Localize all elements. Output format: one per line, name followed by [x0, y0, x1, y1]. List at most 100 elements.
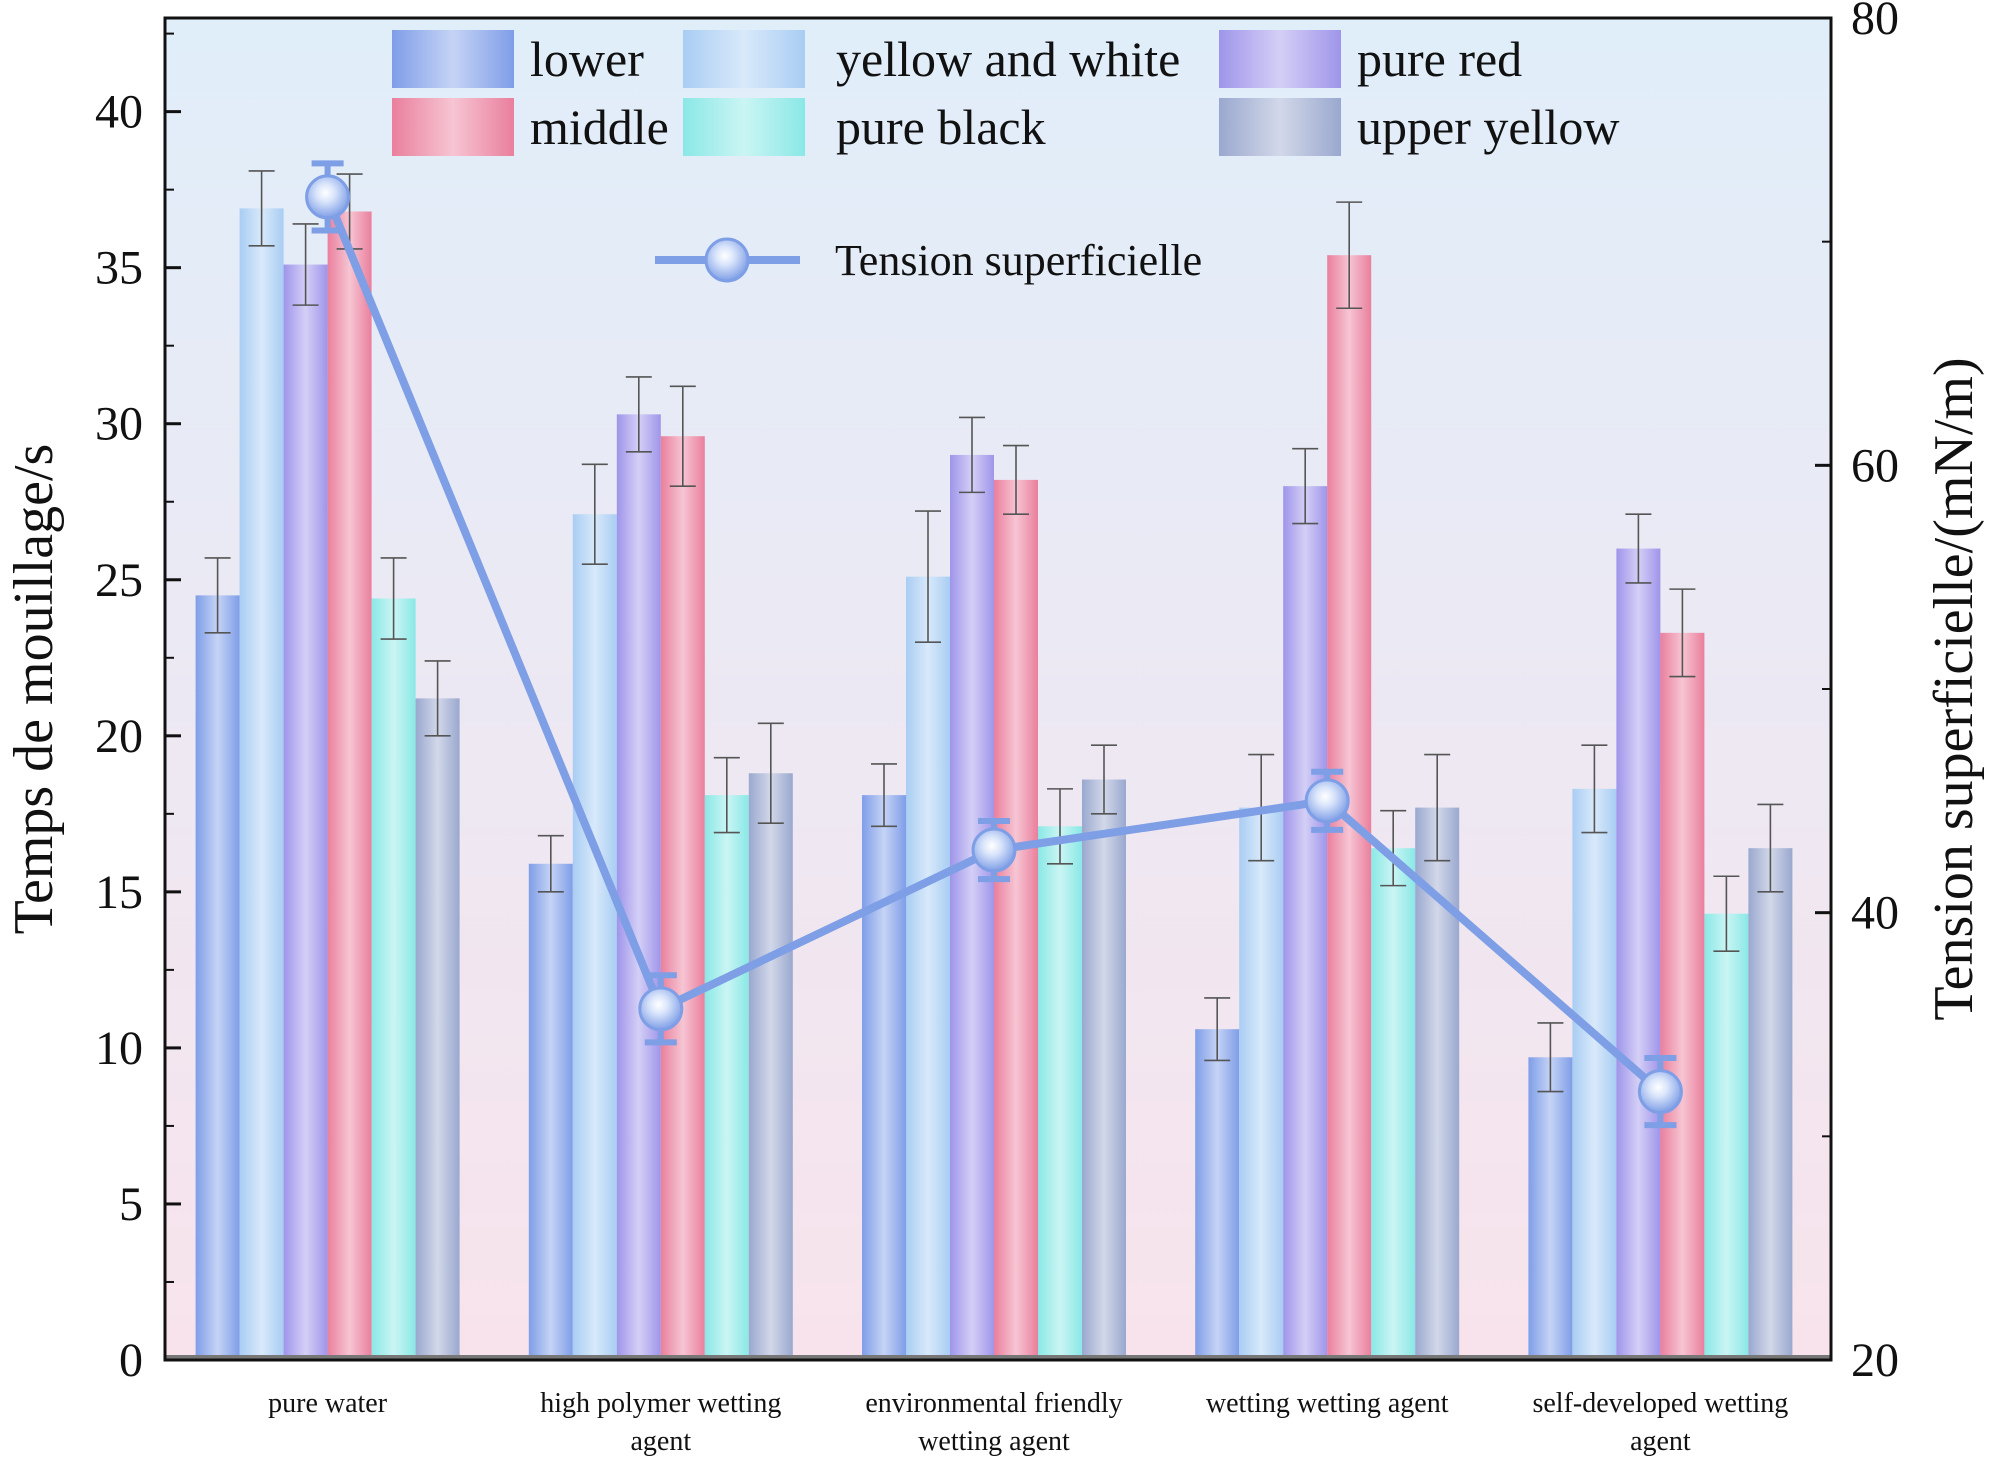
- bar-yellow-and-white-1: [572, 514, 617, 1360]
- bar-pure-black-2: [1038, 826, 1082, 1360]
- bar-pure-black-3: [1371, 848, 1416, 1360]
- tension-point-3: [1304, 778, 1350, 824]
- legend-line-marker: [704, 237, 750, 283]
- bar-pure-red-0: [283, 264, 328, 1361]
- left-tick-label-1: 5: [119, 1178, 143, 1231]
- error-bar-pure-black-1: [713, 756, 740, 834]
- tension-point-4: [1637, 1069, 1683, 1115]
- bar-upper-yellow-4: [1748, 848, 1793, 1360]
- error-bar-pure-red-0: [292, 223, 319, 306]
- bar-lower-3: [1195, 1029, 1240, 1360]
- legend-label-pure-black: pure black: [836, 99, 1046, 155]
- category-label-2: environmental friendly wetting agent: [865, 1388, 1122, 1457]
- bar-lower-1: [528, 863, 573, 1360]
- bar-lower-4: [1528, 1057, 1573, 1360]
- error-bar-pure-red-3: [1292, 447, 1319, 525]
- legend-swatch-yellow-and-white: [683, 30, 805, 88]
- error-bar-yellow-and-white-4: [1581, 744, 1608, 834]
- left-axis-title: Temps de mouillage/s: [3, 444, 65, 935]
- category-label-3: wetting wetting agent: [1206, 1388, 1449, 1419]
- legend: lower middle yellow and white pure black pur…: [392, 30, 1619, 285]
- category-label-4: self-developed wetting agent: [1532, 1388, 1788, 1457]
- right-axis-title: Tension superficielle/(mN/m): [1923, 357, 1985, 1020]
- error-bar-upper-yellow-1: [757, 722, 784, 825]
- legend-swatch-middle: [392, 98, 514, 156]
- legend-label-yellow-and-white: yellow and white: [836, 31, 1180, 87]
- bar-yellow-and-white-0: [239, 208, 284, 1361]
- error-bar-lower-4: [1537, 1022, 1564, 1093]
- bar-middle-1: [660, 436, 705, 1360]
- bar-upper-yellow-2: [1082, 779, 1126, 1360]
- legend-label-tension: Tension superficielle: [835, 236, 1202, 285]
- error-bar-upper-yellow-0: [424, 660, 451, 737]
- left-tick-label-8: 40: [95, 86, 143, 139]
- error-bar-upper-yellow-4: [1757, 803, 1784, 893]
- error-bar-lower-1: [537, 834, 564, 893]
- error-bar-middle-4: [1669, 588, 1696, 678]
- right-tick-label-2: 60: [1851, 439, 1899, 492]
- category-label-0: pure water: [268, 1388, 388, 1419]
- bar-middle-4: [1660, 632, 1705, 1360]
- bar-upper-yellow-1: [748, 773, 793, 1360]
- error-bar-lower-0: [204, 557, 231, 634]
- tension-point-0: [305, 174, 351, 220]
- error-bar-middle-3: [1336, 201, 1363, 310]
- legend-label-pure-red: pure red: [1357, 31, 1522, 87]
- category-label-line: wetting wetting agent: [1206, 1388, 1449, 1419]
- error-bar-yellow-and-white-2: [915, 510, 941, 643]
- error-bar-pure-black-2: [1047, 788, 1073, 865]
- category-label-1: high polymer wetting agent: [540, 1388, 781, 1457]
- bar-yellow-and-white-4: [1572, 788, 1617, 1360]
- right-y-axis: 20 40 60 80: [1815, 0, 1899, 1387]
- right-tick-label-0: 20: [1851, 1334, 1899, 1387]
- bars-layer: [195, 170, 1793, 1361]
- bar-pure-black-0: [371, 598, 416, 1360]
- legend-swatch-lower: [392, 30, 514, 88]
- bar-yellow-and-white-3: [1239, 807, 1284, 1360]
- error-bar-pure-red-1: [625, 376, 652, 453]
- bar-middle-2: [994, 479, 1038, 1360]
- bar-pure-red-1: [616, 414, 661, 1360]
- left-tick-label-7: 35: [95, 242, 143, 295]
- bar-pure-red-4: [1616, 548, 1661, 1360]
- category-label-line: agent: [630, 1426, 691, 1457]
- tension-point-2: [971, 827, 1017, 873]
- category-label-line: high polymer wetting: [540, 1388, 781, 1419]
- error-bar-middle-1: [669, 385, 696, 487]
- error-bar-pure-red-2: [959, 416, 985, 494]
- right-tick-label-3: 80: [1851, 0, 1899, 45]
- tension-point-1: [638, 986, 684, 1032]
- bar-middle-0: [327, 211, 372, 1360]
- category-label-line: agent: [1630, 1426, 1691, 1457]
- error-bar-lower-3: [1204, 997, 1231, 1062]
- legend-swatch-pure-black: [683, 98, 805, 156]
- line-series-layer: [305, 160, 1683, 1129]
- error-bar-yellow-and-white-0: [248, 170, 275, 247]
- bar-pure-red-2: [950, 454, 994, 1360]
- error-bar-pure-black-3: [1380, 809, 1407, 887]
- left-tick-label-6: 30: [95, 398, 143, 451]
- error-bar-pure-black-0: [380, 557, 407, 640]
- error-bar-pure-black-4: [1713, 875, 1740, 952]
- bar-yellow-and-white-2: [906, 576, 950, 1360]
- legend-label-middle: middle: [530, 99, 669, 155]
- category-label-line: pure water: [268, 1388, 388, 1419]
- right-tick-label-1: 40: [1851, 887, 1899, 940]
- left-tick-label-0: 0: [119, 1334, 143, 1387]
- baseline: [165, 1355, 1831, 1360]
- bar-lower-0: [195, 595, 240, 1360]
- legend-label-lower: lower: [530, 31, 644, 87]
- left-tick-label-2: 10: [95, 1022, 143, 1075]
- legend-label-upper-yellow: upper yellow: [1357, 99, 1619, 155]
- error-bar-yellow-and-white-1: [581, 463, 608, 565]
- error-bar-upper-yellow-2: [1091, 744, 1117, 815]
- legend-swatch-pure-red: [1219, 30, 1341, 88]
- left-tick-label-3: 15: [95, 866, 143, 919]
- bar-pure-red-3: [1283, 486, 1328, 1360]
- x-axis-categories: pure water high polymer wetting agent envir…: [268, 1388, 1788, 1457]
- error-bar-upper-yellow-3: [1424, 753, 1451, 862]
- bar-pure-black-4: [1704, 913, 1749, 1360]
- left-tick-label-5: 25: [95, 554, 143, 607]
